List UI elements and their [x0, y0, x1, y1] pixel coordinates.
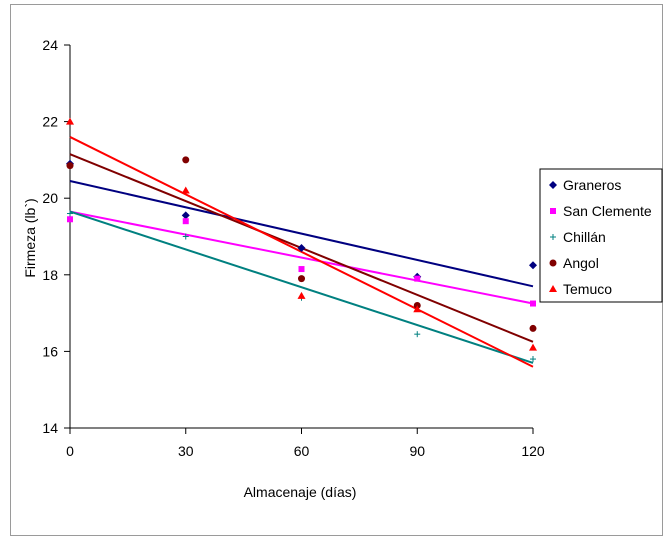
y-axis-title: Firmeza (lb`)	[22, 198, 38, 277]
legend-marker-angol	[549, 259, 557, 267]
legend-marker-san-clemente	[550, 208, 556, 214]
point-angol	[529, 324, 537, 332]
point-san-clemente	[414, 275, 421, 282]
x-tick-label: 90	[409, 443, 425, 459]
x-tick-label: 30	[178, 443, 194, 459]
legend-box	[539, 168, 663, 303]
point-angol	[298, 275, 305, 283]
y-tick-label: 16	[42, 343, 58, 359]
point-san-clemente	[298, 266, 305, 273]
point-temuco	[66, 117, 74, 125]
point-temuco	[181, 186, 190, 194]
point-chillán	[530, 356, 536, 363]
point-temuco	[529, 343, 537, 351]
x-tick-label: 120	[521, 443, 545, 459]
point-chillán	[67, 210, 73, 217]
legend-marker-temuco	[549, 285, 557, 292]
point-san-clemente	[182, 218, 189, 225]
point-graneros	[529, 261, 537, 270]
point-graneros	[181, 211, 190, 220]
y-tick-label: 14	[42, 420, 58, 436]
legend-label: Graneros	[563, 177, 621, 193]
axes: 14 16 18 20 22 24 0 30 60 90 120	[42, 37, 544, 459]
point-angol	[182, 156, 190, 164]
point-chillán	[414, 331, 421, 338]
point-temuco	[413, 305, 422, 313]
point-san-clemente	[530, 300, 536, 307]
y-tick-label: 24	[42, 37, 58, 53]
point-temuco	[297, 291, 306, 299]
x-tick-label: 0	[66, 443, 74, 459]
y-tick-label: 18	[42, 267, 58, 283]
y-tick-label: 20	[42, 190, 58, 206]
legend-label: San Clemente	[563, 203, 652, 219]
point-san-clemente	[67, 216, 73, 223]
legend: Graneros San Clemente Chillán Angol Temuco	[539, 168, 663, 303]
y-tick-label: 22	[42, 114, 58, 130]
data-markers	[66, 117, 537, 363]
legend-marker-chillán	[550, 234, 556, 240]
legend-marker-graneros	[549, 181, 557, 189]
x-axis-title: Almacenaje (días)	[244, 484, 357, 500]
trendline-graneros	[69, 179, 534, 288]
point-angol	[66, 162, 74, 170]
x-tick-label: 60	[294, 443, 310, 459]
trendline-san-clemente	[69, 210, 534, 305]
legend-label: Angol	[563, 255, 599, 271]
point-chillán	[182, 233, 189, 240]
legend-label: Temuco	[563, 281, 612, 297]
trendline-chillán	[69, 210, 534, 364]
legend-label: Chillán	[563, 229, 606, 245]
point-graneros	[297, 243, 306, 252]
